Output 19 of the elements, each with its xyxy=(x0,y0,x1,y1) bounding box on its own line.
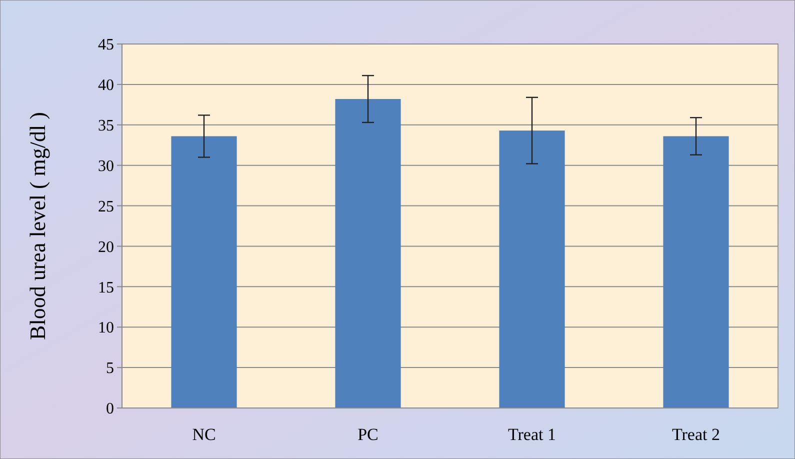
y-tick-label: 5 xyxy=(106,360,114,378)
y-tick-label: 10 xyxy=(98,320,114,337)
bar xyxy=(663,136,729,408)
y-tick-label: 45 xyxy=(98,36,114,54)
y-tick-label: 30 xyxy=(98,158,114,175)
y-tick-label: 20 xyxy=(98,238,114,256)
y-tick-label: 15 xyxy=(98,279,114,296)
x-tick-label: NC xyxy=(192,425,216,444)
bar xyxy=(499,130,565,408)
y-tick-label: 35 xyxy=(98,117,114,134)
x-tick-label: Treat 2 xyxy=(672,425,720,444)
y-tick-label: 40 xyxy=(98,77,114,94)
y-tick-label: 25 xyxy=(98,198,114,216)
x-tick-label: PC xyxy=(358,425,378,444)
bar xyxy=(335,99,401,408)
bar xyxy=(171,136,237,408)
x-tick-label: Treat 1 xyxy=(508,425,556,444)
y-tick-label: 0 xyxy=(106,400,114,418)
y-axis-title: Blood urea level ( mg/dl ) xyxy=(25,112,50,340)
